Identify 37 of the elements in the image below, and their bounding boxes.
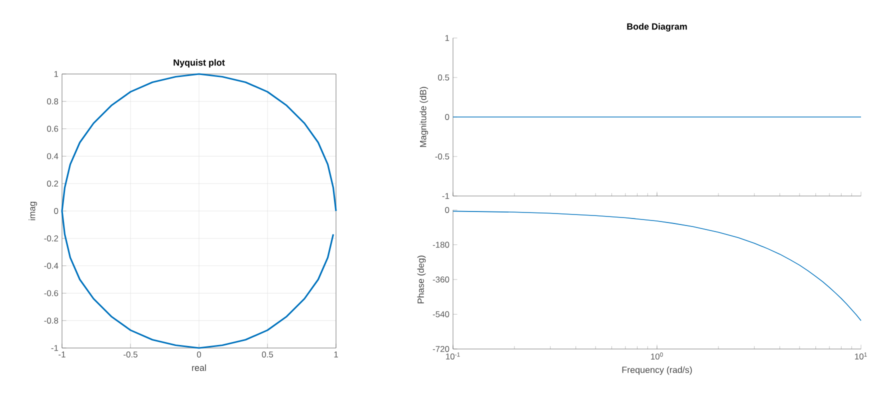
y-tick-label: 0.4 — [47, 153, 58, 160]
y-tick-label: 0.5 — [438, 74, 450, 80]
chart-title: Nyquist plot — [174, 59, 225, 68]
chart-title: Bode Diagram — [627, 23, 687, 32]
y-tick-label: 1 — [54, 71, 58, 77]
x-tick-label: 10$^{1}$ — [855, 352, 867, 360]
y-tick-label: 0.8 — [47, 98, 58, 104]
x-tick-label: 1 — [334, 352, 338, 358]
x-tick-label: 10$^{-1}$ — [446, 352, 460, 360]
y-tick-label: 0.6 — [47, 126, 58, 132]
y-tick-label: -0.5 — [435, 154, 450, 160]
x-axis-title: real — [192, 364, 206, 371]
x-tick-label: -1 — [58, 352, 66, 358]
x-tick-label: 10$^{0}$ — [651, 352, 663, 360]
y-tick-label: -0.6 — [44, 290, 58, 296]
y-tick-label: -360 — [432, 276, 450, 282]
y-tick-label: 0 — [54, 208, 58, 214]
y-tick-label: -180 — [432, 242, 450, 248]
x-tick-label: 0.5 — [262, 352, 274, 358]
line-series — [61, 73, 337, 349]
y-tick-label: -540 — [432, 311, 450, 318]
y-axis-title: imag — [28, 202, 38, 220]
y-tick-label: -0.8 — [44, 318, 58, 324]
y-tick-label: 1 — [445, 35, 450, 41]
x-tick-label: 0 — [196, 352, 202, 358]
y-tick-label: 0 — [445, 114, 450, 120]
y-axis-title: Phase (deg) — [417, 256, 426, 304]
x-tick-label: -0.5 — [124, 352, 138, 358]
y-tick-label: -0.4 — [44, 262, 58, 269]
y-tick-label: -1 — [51, 345, 58, 351]
y-tick-label: -0.2 — [44, 235, 58, 242]
y-tick-label: -1 — [442, 193, 450, 199]
y-axis-title: Magnitude (dB) — [420, 86, 428, 147]
x-axis-title: Frequency (rad/s) — [622, 366, 692, 375]
y-tick-label: 0 — [445, 207, 450, 213]
y-tick-label: 0.2 — [47, 180, 58, 187]
y-tick-label: -720 — [432, 346, 450, 352]
